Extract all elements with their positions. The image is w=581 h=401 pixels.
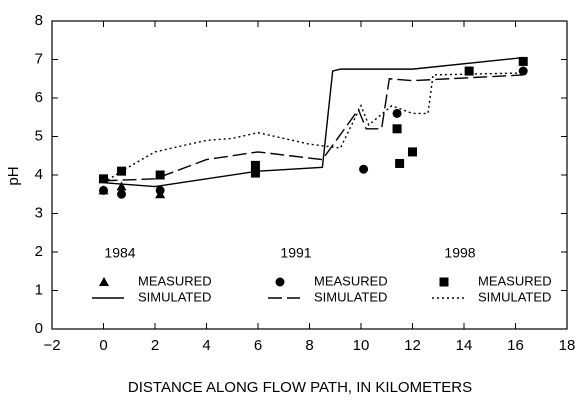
marker bbox=[518, 66, 528, 76]
marker bbox=[395, 158, 405, 168]
marker bbox=[518, 56, 528, 66]
marker bbox=[408, 147, 417, 157]
marker bbox=[250, 160, 260, 170]
x-tick-label: 6 bbox=[254, 337, 262, 354]
marker bbox=[99, 174, 108, 184]
marker bbox=[359, 164, 369, 174]
x-tick-label: 18 bbox=[559, 337, 576, 354]
x-tick-label: 0 bbox=[99, 337, 107, 354]
y-tick-label: 5 bbox=[35, 127, 43, 144]
y-tick-label: 4 bbox=[35, 166, 43, 183]
marker bbox=[116, 181, 127, 191]
marker bbox=[464, 66, 474, 76]
y-axis-label: pH bbox=[5, 166, 22, 185]
legend-label: SIMULATED bbox=[314, 289, 387, 304]
legend-marker bbox=[99, 277, 109, 286]
y-tick-label: 3 bbox=[35, 204, 43, 221]
y-tick-label: 1 bbox=[35, 281, 43, 298]
x-tick-label: 2 bbox=[151, 337, 159, 354]
legend-marker bbox=[439, 277, 449, 287]
legend-title: 1991 bbox=[280, 245, 311, 261]
marker bbox=[250, 168, 260, 178]
marker bbox=[99, 185, 108, 195]
x-tick-label: 14 bbox=[456, 337, 473, 354]
y-tick-label: 7 bbox=[35, 50, 43, 67]
marker bbox=[155, 170, 165, 180]
y-tick-label: 2 bbox=[35, 243, 43, 260]
legend-label: MEASURED bbox=[138, 273, 212, 288]
line bbox=[103, 74, 524, 182]
legend-marker bbox=[275, 277, 285, 287]
x-axis-label: DISTANCE ALONG FLOW PATH, IN KILOMETERS bbox=[128, 379, 472, 396]
marker bbox=[392, 108, 402, 118]
x-tick-label: 12 bbox=[404, 337, 421, 354]
marker bbox=[392, 124, 402, 134]
x-tick-label: 8 bbox=[305, 337, 313, 354]
x-tick-label: 10 bbox=[353, 337, 370, 354]
x-tick-label: 4 bbox=[202, 337, 210, 354]
line bbox=[103, 72, 524, 184]
x-tick-label: −2 bbox=[43, 337, 60, 354]
x-tick-label: 16 bbox=[507, 337, 524, 354]
legend-title: 1984 bbox=[104, 245, 135, 261]
y-tick-label: 0 bbox=[35, 320, 43, 337]
marker bbox=[155, 185, 165, 195]
legend-label: SIMULATED bbox=[138, 289, 211, 304]
legend-label: MEASURED bbox=[478, 273, 552, 288]
legend-label: SIMULATED bbox=[478, 289, 551, 304]
legend-title: 1998 bbox=[444, 245, 475, 261]
y-tick-label: 8 bbox=[35, 12, 43, 29]
marker bbox=[117, 189, 127, 199]
y-tick-label: 6 bbox=[35, 89, 43, 106]
legend-label: MEASURED bbox=[314, 273, 388, 288]
line bbox=[103, 56, 524, 188]
